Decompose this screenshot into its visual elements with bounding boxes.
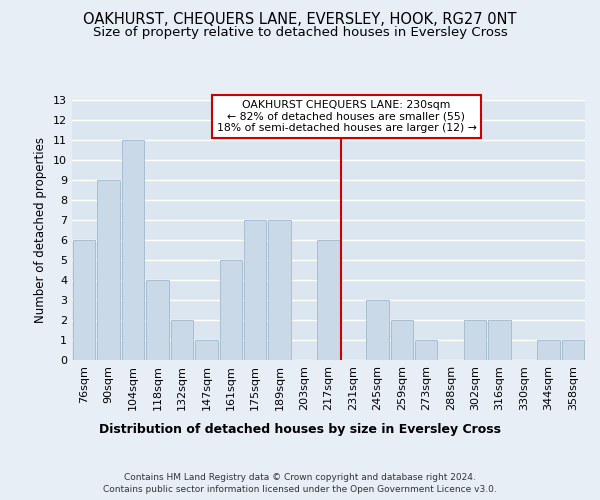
Bar — [366, 300, 389, 360]
Bar — [562, 340, 584, 360]
Bar — [317, 240, 340, 360]
Bar — [268, 220, 291, 360]
Bar — [391, 320, 413, 360]
Bar — [244, 220, 266, 360]
Bar — [537, 340, 560, 360]
Bar — [97, 180, 120, 360]
Text: Size of property relative to detached houses in Eversley Cross: Size of property relative to detached ho… — [92, 26, 508, 39]
Text: OAKHURST, CHEQUERS LANE, EVERSLEY, HOOK, RG27 0NT: OAKHURST, CHEQUERS LANE, EVERSLEY, HOOK,… — [83, 12, 517, 28]
Text: Distribution of detached houses by size in Eversley Cross: Distribution of detached houses by size … — [99, 422, 501, 436]
Bar — [220, 260, 242, 360]
Bar — [122, 140, 145, 360]
Y-axis label: Number of detached properties: Number of detached properties — [34, 137, 47, 323]
Bar — [73, 240, 95, 360]
Text: Contains HM Land Registry data © Crown copyright and database right 2024.
Contai: Contains HM Land Registry data © Crown c… — [103, 472, 497, 494]
Bar — [464, 320, 487, 360]
Text: OAKHURST CHEQUERS LANE: 230sqm
← 82% of detached houses are smaller (55)
18% of : OAKHURST CHEQUERS LANE: 230sqm ← 82% of … — [217, 100, 476, 133]
Bar — [146, 280, 169, 360]
Bar — [415, 340, 437, 360]
Bar — [195, 340, 218, 360]
Bar — [488, 320, 511, 360]
Bar — [170, 320, 193, 360]
